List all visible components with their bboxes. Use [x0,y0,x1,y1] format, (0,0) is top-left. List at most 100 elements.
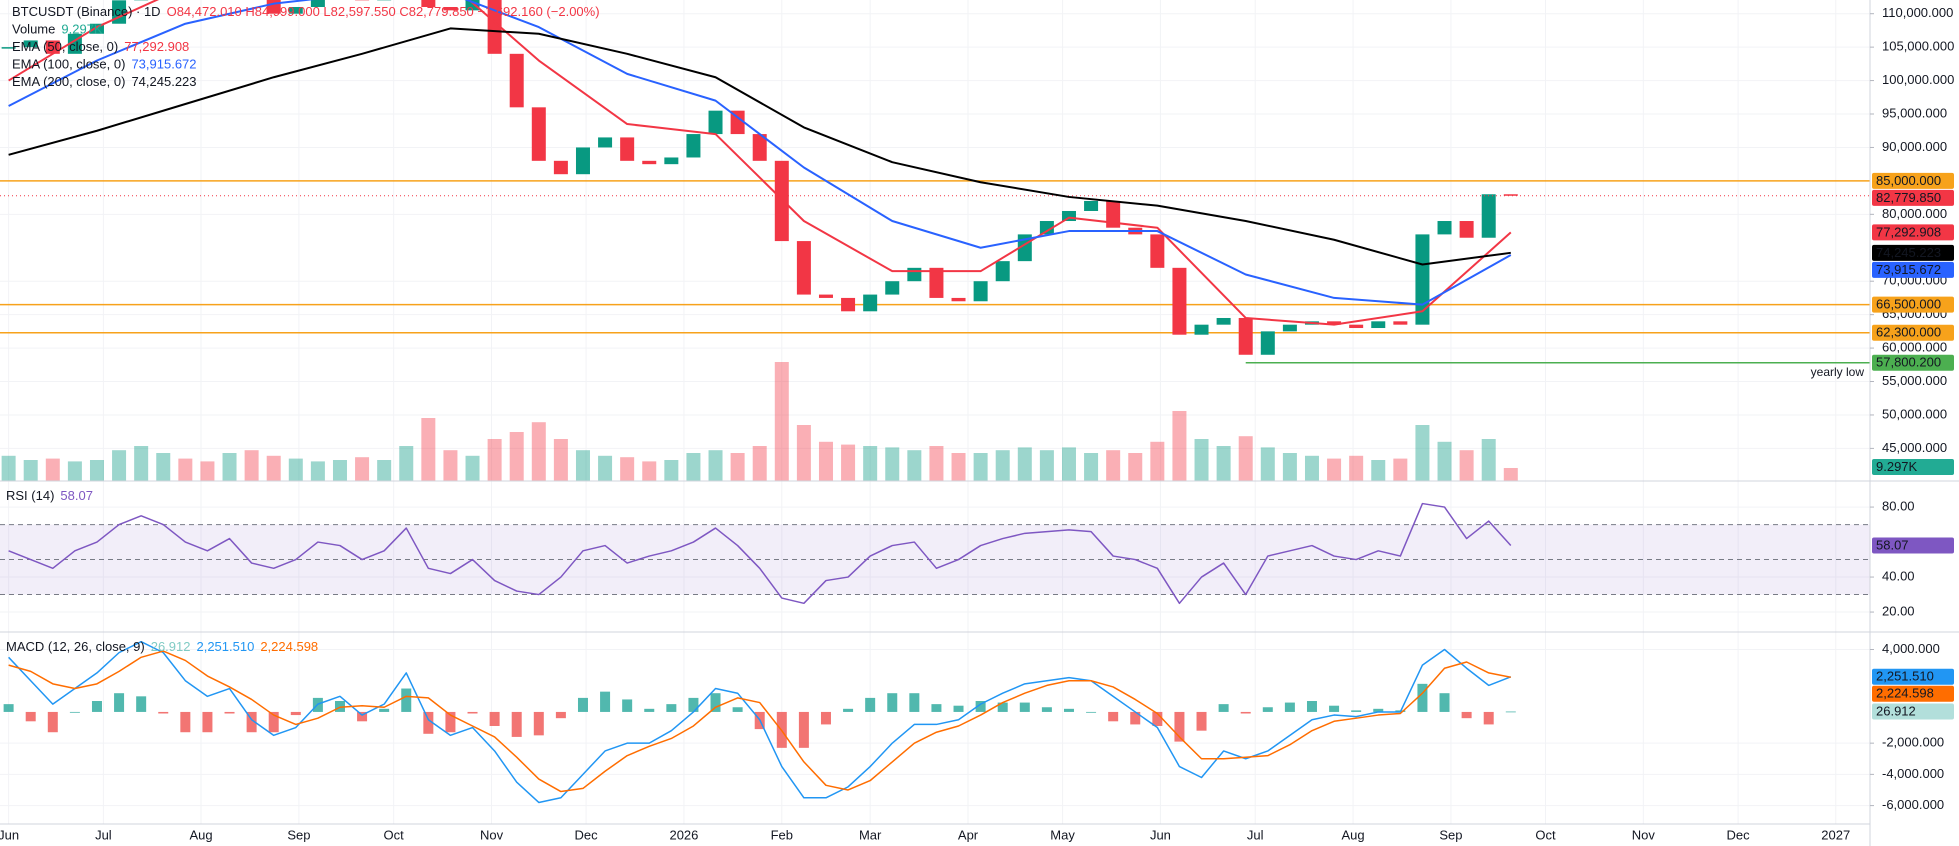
volume-bar [951,453,966,481]
candle [951,297,966,302]
legend-value: 77,292.908 [124,39,189,54]
macd-pane [3,640,1516,804]
candle [421,0,436,8]
volume-bar [465,455,480,481]
candle [23,40,38,48]
histogram-bar [644,708,655,712]
histogram-bar [1373,708,1384,712]
histogram-bar [975,701,986,712]
volume-bar [885,447,900,481]
axis-tag [1872,703,1954,720]
histogram-bar [887,693,898,712]
volume-bar [178,458,193,481]
volume-bar [664,460,679,481]
y-tick-label: -6,000.000 [1882,797,1944,812]
axis-tag-label: 57,800.200 [1876,355,1941,370]
candle [1393,321,1408,325]
axis-tag-label: 2,224.598 [1876,686,1934,701]
histogram-bar [865,697,876,712]
candle [774,160,789,242]
histogram-bar [1174,711,1185,742]
candle [1481,194,1496,238]
axis-tag [1872,354,1954,371]
histogram-bar [666,704,677,712]
histogram-bar [423,711,434,734]
histogram-bar [1240,711,1251,714]
histogram-bar [1262,707,1273,712]
x-tick-label: Oct [1535,827,1556,842]
volume-bar [907,450,922,481]
legend-entry: EMA (100, close, 0) 73,915.672 [12,57,197,72]
histogram-bar [467,711,478,714]
x-tick-label: Jun [0,827,19,842]
axis-tag-label: 58.07 [1876,537,1909,552]
histogram-bar [246,711,257,733]
legend: BTCUSDT (Binance) · 1D O84,472.010 H84,99… [6,4,600,654]
volume-bar [1371,460,1386,481]
candle [509,53,524,108]
y-tick-label: 80.00 [1882,499,1915,514]
y-tick-label: 55,000.000 [1882,373,1947,388]
candle [1327,321,1342,325]
histogram-bar [445,711,456,733]
candle [1106,200,1121,228]
candle [1260,331,1275,355]
histogram-bar [688,697,699,712]
axis-tag-label: 62,300.000 [1876,325,1941,340]
histogram-bar [268,711,279,733]
volume-bar [1128,453,1143,481]
y-tick-label: 90,000.000 [1882,139,1947,154]
y-tick-label: 60,000.000 [1882,340,1947,355]
volume-bar [1194,439,1209,481]
histogram-bar [1019,702,1030,712]
candle [863,294,878,312]
candle [973,281,988,302]
x-tick-label: Oct [384,827,405,842]
axis-tag-label: 66,500.000 [1876,297,1941,312]
axis-tag [1872,459,1954,475]
candle [310,0,325,8]
x-tick-label: Sep [287,827,310,842]
volume-bar [67,461,82,481]
candle [885,281,900,295]
candle [1172,267,1187,335]
histogram-bar [1439,693,1450,712]
axis-tag [1872,668,1954,685]
axis-tag [1872,685,1954,702]
axis-tag [1872,261,1954,278]
candle [907,267,922,282]
x-tick-label: 2027 [1821,827,1850,842]
volume-bar [1327,458,1342,481]
volume-bar [200,461,215,481]
legend-entry: Volume 9.297K [12,22,103,37]
histogram-bar [1329,705,1340,712]
axis-tag-label: 9.297K [1876,459,1918,474]
legend-value: 9.297K [61,22,103,37]
volume-bar [1216,446,1231,481]
candle [1061,210,1076,222]
volume-bar [45,458,60,481]
histogram-bar [489,711,500,726]
candle [818,294,833,298]
histogram-bar [1152,711,1163,726]
histogram-bar [1218,704,1229,712]
histogram-bar [1108,711,1119,722]
axis-tag [1872,537,1954,554]
histogram-bar [1306,701,1317,712]
x-tick-label: Apr [958,827,979,842]
candle [929,267,944,298]
volume-bar [553,439,568,481]
axis-tag-label: 26.912 [1876,703,1916,718]
volume-bar [1106,450,1121,481]
volume-bar [1459,450,1474,481]
volume-bar [598,455,613,481]
x-tick-label: Dec [575,827,599,842]
x-tick-label: Mar [859,827,882,842]
volume-bar [332,460,347,481]
candle [642,160,657,165]
volume-bar [355,457,370,481]
